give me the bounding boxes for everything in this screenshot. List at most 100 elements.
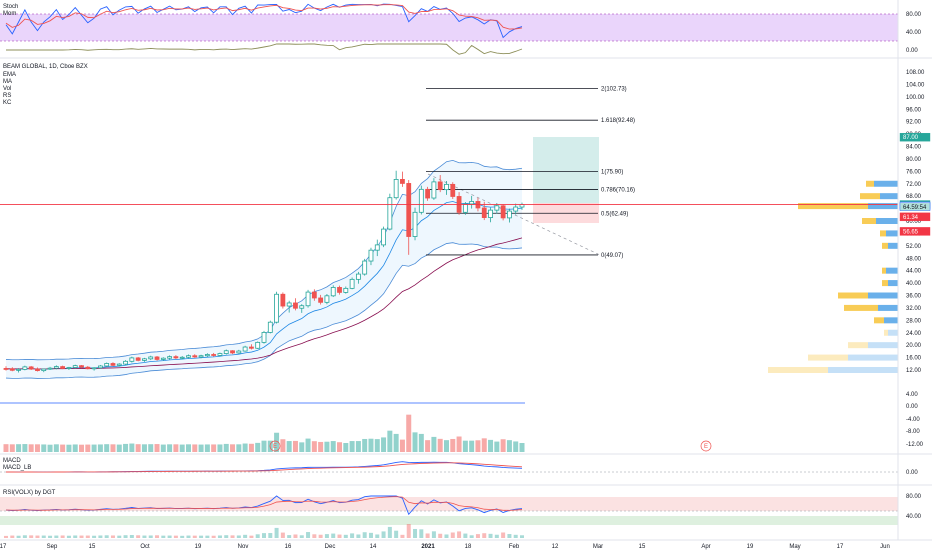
candle[interactable] [97,365,103,369]
candle[interactable] [437,181,443,191]
candle[interactable] [362,260,368,275]
candle[interactable] [217,353,223,356]
candle[interactable] [249,346,254,349]
rsi-oversold-band [0,516,898,525]
rsi-pane: RSI(VOLX) by DGT 80.00 40.00 [0,490,922,538]
candle[interactable] [462,203,468,213]
candle[interactable] [280,293,286,307]
candle[interactable] [267,321,273,333]
candle[interactable] [311,291,317,299]
candle[interactable] [381,228,386,246]
candle[interactable] [425,188,431,199]
candle[interactable] [3,368,9,370]
candle[interactable] [387,197,393,230]
rsi-volume-bar [312,534,317,538]
candle[interactable] [513,206,519,212]
rsi-volume-bar [180,535,185,538]
price-axis-tick: 100.00 [906,95,925,101]
candle[interactable] [286,302,292,307]
candle[interactable] [186,355,191,358]
volume-bar [79,444,85,452]
time-axis[interactable]: 17 Sep 15 Oct 19 Nov 16 Dec 14 2021 18 Feb 12 Mar 15 Ap… [0,544,890,550]
candle[interactable] [349,278,355,289]
candle[interactable] [142,358,147,361]
candle[interactable] [444,183,449,191]
candle[interactable] [305,291,311,307]
candle[interactable] [116,363,122,366]
candle[interactable] [148,356,154,360]
candle[interactable] [41,368,47,372]
candle[interactable] [66,367,72,369]
candle[interactable] [22,366,28,370]
candle[interactable] [16,368,21,371]
candle[interactable] [368,249,374,262]
stoch-tick-80: 80.00 [906,12,922,18]
candle[interactable] [198,355,204,358]
candle[interactable] [160,357,166,360]
candle[interactable] [236,350,242,354]
earnings-marker[interactable] [700,440,712,452]
candle[interactable] [261,332,267,343]
candle[interactable] [500,205,506,219]
volume-bar [274,432,280,452]
candle[interactable] [488,209,493,218]
candle[interactable] [481,207,487,218]
candle[interactable] [255,341,261,349]
candle[interactable] [293,302,298,309]
candle[interactable] [324,295,330,303]
candle[interactable] [374,244,380,251]
candle[interactable] [400,179,405,184]
candle[interactable] [330,287,336,297]
candle[interactable] [110,363,116,366]
candle[interactable] [28,366,34,370]
candle[interactable] [79,365,84,368]
candle[interactable] [299,305,305,309]
candle[interactable] [412,211,418,237]
volume-bar [349,441,355,452]
candle[interactable] [192,355,198,358]
candle[interactable] [204,354,210,357]
candle[interactable] [91,367,97,370]
candle[interactable] [242,346,248,352]
volume-profile-down [860,193,880,200]
candle[interactable] [343,287,349,293]
candle[interactable] [223,350,229,354]
candle[interactable] [47,367,53,370]
candle[interactable] [173,356,179,359]
candle[interactable] [230,350,235,354]
candle[interactable] [154,356,160,360]
price-badge [899,132,931,142]
candle[interactable] [393,179,399,199]
candle[interactable] [104,363,110,367]
candle[interactable] [85,366,91,370]
earnings-marker[interactable] [269,440,281,452]
candle[interactable] [53,366,59,369]
candle[interactable] [179,356,185,359]
candle[interactable] [431,181,437,199]
candle[interactable] [318,297,324,303]
candle[interactable] [450,183,456,197]
candle[interactable] [337,287,342,293]
candle[interactable] [507,210,512,219]
candle[interactable] [35,368,40,372]
candle[interactable] [406,183,412,237]
candle[interactable] [123,360,128,365]
candle[interactable] [211,354,217,356]
candle[interactable] [135,357,141,361]
candle[interactable] [355,273,361,280]
volume-bars [3,414,525,452]
candle[interactable] [494,205,500,211]
candle[interactable] [129,357,135,362]
candle[interactable] [9,368,15,371]
candle[interactable] [469,201,475,205]
rsi-volume-bar [406,524,411,538]
volume-profile-up [868,292,898,299]
candle[interactable] [418,188,424,213]
legend-vol: Vol [3,86,11,92]
candle[interactable] [60,366,66,369]
candle[interactable] [274,293,279,323]
rsi-volume-bar [35,535,40,538]
candle[interactable] [167,356,173,359]
candle[interactable] [72,365,78,368]
